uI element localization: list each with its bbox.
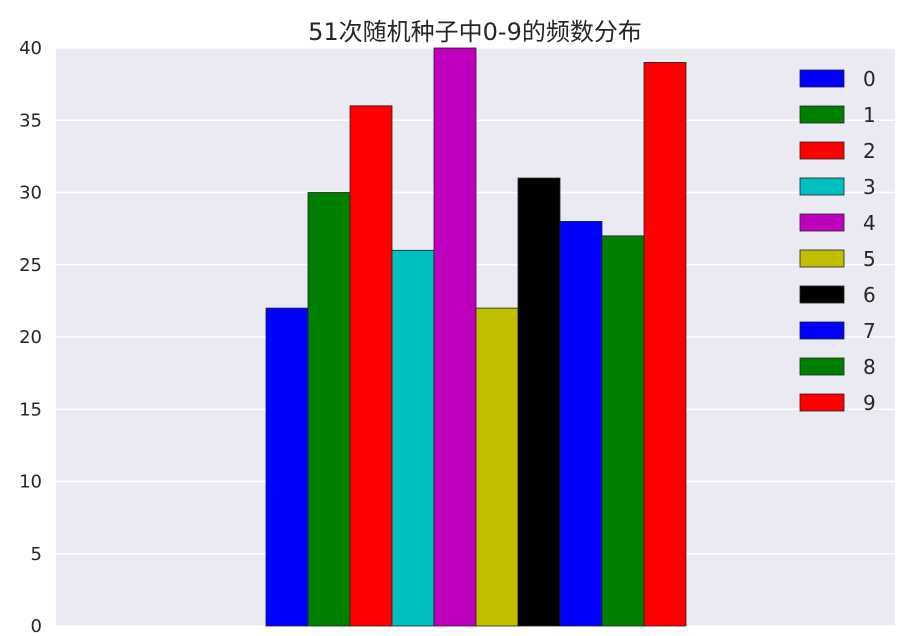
bar-8 — [601, 235, 645, 627]
legend-label-7: 7 — [863, 319, 876, 343]
y-tick-label: 15 — [19, 399, 42, 420]
legend-swatch-6 — [799, 285, 845, 304]
legend-label-0: 0 — [863, 67, 876, 91]
legend-label-6: 6 — [863, 283, 876, 307]
legend-swatch-7 — [799, 321, 845, 340]
bar-4 — [433, 47, 477, 627]
legend-label-5: 5 — [863, 247, 876, 271]
legend-label-9: 9 — [863, 391, 876, 415]
y-tick-label: 40 — [19, 38, 42, 59]
y-tick-label: 10 — [19, 472, 42, 493]
legend-label-1: 1 — [863, 103, 876, 127]
chart-title: 51次随机种子中0-9的频数分布 — [308, 18, 642, 46]
legend-label-8: 8 — [863, 355, 876, 379]
bar-2 — [349, 105, 393, 627]
bar-7 — [559, 220, 603, 627]
legend: 0 1 2 3 4 5 6 7 8 9 — [799, 67, 876, 415]
legend-swatch-1 — [799, 105, 845, 124]
bar-9 — [643, 62, 687, 627]
legend-label-2: 2 — [863, 139, 876, 163]
y-tick-label: 20 — [19, 327, 42, 348]
y-tick-label: 25 — [19, 255, 42, 276]
y-tick-label: 30 — [19, 183, 42, 204]
legend-swatch-4 — [799, 213, 845, 232]
legend-swatch-8 — [799, 357, 845, 376]
bars — [265, 47, 687, 627]
bar-1 — [307, 192, 351, 627]
legend-swatch-2 — [799, 141, 845, 160]
legend-label-4: 4 — [863, 211, 876, 235]
legend-swatch-3 — [799, 177, 845, 196]
y-tick-label: 35 — [19, 110, 42, 131]
y-tick-label: 0 — [31, 616, 42, 636]
y-tick-label: 5 — [31, 544, 42, 565]
bar-6 — [517, 177, 561, 627]
bar-0 — [265, 307, 309, 627]
legend-label-3: 3 — [863, 175, 876, 199]
bar-3 — [391, 249, 435, 627]
bar-5 — [475, 307, 519, 627]
legend-swatch-9 — [799, 393, 845, 412]
legend-swatch-0 — [799, 69, 845, 88]
y-axis-ticks: 0 5 10 15 20 25 30 35 40 — [19, 38, 42, 636]
legend-swatch-5 — [799, 249, 845, 268]
